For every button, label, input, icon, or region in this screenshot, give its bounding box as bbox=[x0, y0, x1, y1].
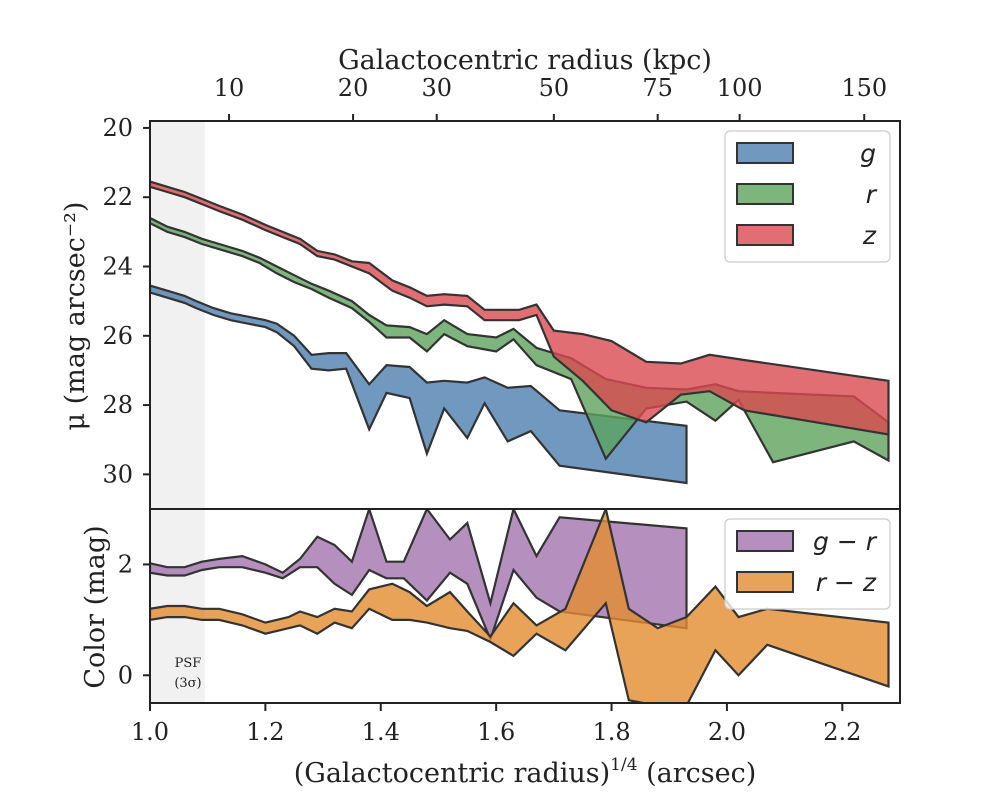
top-tick-label-2: 30 bbox=[421, 74, 452, 102]
bottom-legend-swatch-1 bbox=[736, 571, 794, 593]
top-y-tick-label-3: 26 bbox=[102, 322, 133, 350]
x-tick-label-5: 2.0 bbox=[708, 718, 746, 746]
top-tick-label-5: 100 bbox=[717, 74, 763, 102]
psf-sigma-label: (3σ) bbox=[174, 676, 201, 691]
bottom-bands bbox=[150, 509, 890, 703]
bottom-band-1 bbox=[150, 509, 890, 703]
x-axis-label-sup: 1/4 bbox=[610, 755, 637, 775]
x-tick-label-3: 1.6 bbox=[477, 718, 515, 746]
top-tick-label-1: 20 bbox=[338, 74, 369, 102]
x-tick-label-0: 1.0 bbox=[131, 718, 169, 746]
x-axis-label-main: (Galactocentric radius) bbox=[294, 758, 610, 789]
bottom-panel: 0 2 g − r r − z 1.0 1.2 1.4 1.6 1.8 2.0 2.2 bbox=[118, 508, 901, 746]
top-band-0 bbox=[150, 284, 688, 485]
top-bands bbox=[150, 180, 890, 485]
x-axis-label: (Galactocentric radius)1/4 (arcsec) bbox=[294, 755, 757, 789]
y-axis-label-top: μ (mag arcsec⁻²) bbox=[60, 202, 91, 431]
top-psf-region bbox=[150, 121, 205, 509]
top-legend-swatch-0 bbox=[736, 142, 794, 164]
top-y-tick-label-0: 20 bbox=[102, 114, 133, 142]
top-y-tick-label-5: 30 bbox=[102, 460, 133, 488]
top-tick-label-3: 50 bbox=[539, 74, 570, 102]
x-tick-label-2: 1.4 bbox=[362, 718, 400, 746]
bottom-legend-label-1: r − z bbox=[816, 568, 877, 597]
x-tick-label-1: 1.2 bbox=[246, 718, 284, 746]
top-tick-label-4: 75 bbox=[642, 74, 673, 102]
x-tick-label-6: 2.2 bbox=[823, 718, 861, 746]
top-legend-label-0: g bbox=[860, 139, 876, 168]
top-y-tick-label-1: 22 bbox=[102, 183, 133, 211]
psf-label: PSF bbox=[175, 656, 202, 671]
top-legend-swatch-1 bbox=[736, 183, 794, 205]
top-y-tick-label-4: 28 bbox=[102, 391, 133, 419]
bottom-y-tick-label-0: 0 bbox=[118, 661, 133, 689]
bottom-legend-swatch-0 bbox=[736, 530, 794, 552]
top-panel: 20 22 24 26 28 30 grz 10 20 30 50 75 100 150 bbox=[102, 74, 901, 510]
x-axis-label-unit: (arcsec) bbox=[638, 758, 757, 789]
top-tick-label-6: 150 bbox=[841, 74, 887, 102]
top-band-1 bbox=[150, 216, 890, 464]
top-y-tick-label-2: 24 bbox=[102, 253, 133, 281]
top-axis-label: Galactocentric radius (kpc) bbox=[338, 45, 712, 76]
top-legend-label-2: z bbox=[862, 221, 877, 250]
top-legend-swatch-2 bbox=[736, 224, 794, 246]
bottom-legend-label-0: g − r bbox=[813, 527, 878, 556]
bottom-frame bbox=[149, 508, 901, 704]
bottom-y-tick-label-1: 2 bbox=[118, 550, 133, 578]
y-axis-label-bottom: Color (mag) bbox=[80, 525, 111, 688]
top-tick-label-0: 10 bbox=[214, 74, 245, 102]
top-legend-label-1: r bbox=[866, 180, 878, 209]
x-tick-label-4: 1.8 bbox=[592, 718, 630, 746]
top-band-2 bbox=[150, 180, 890, 436]
